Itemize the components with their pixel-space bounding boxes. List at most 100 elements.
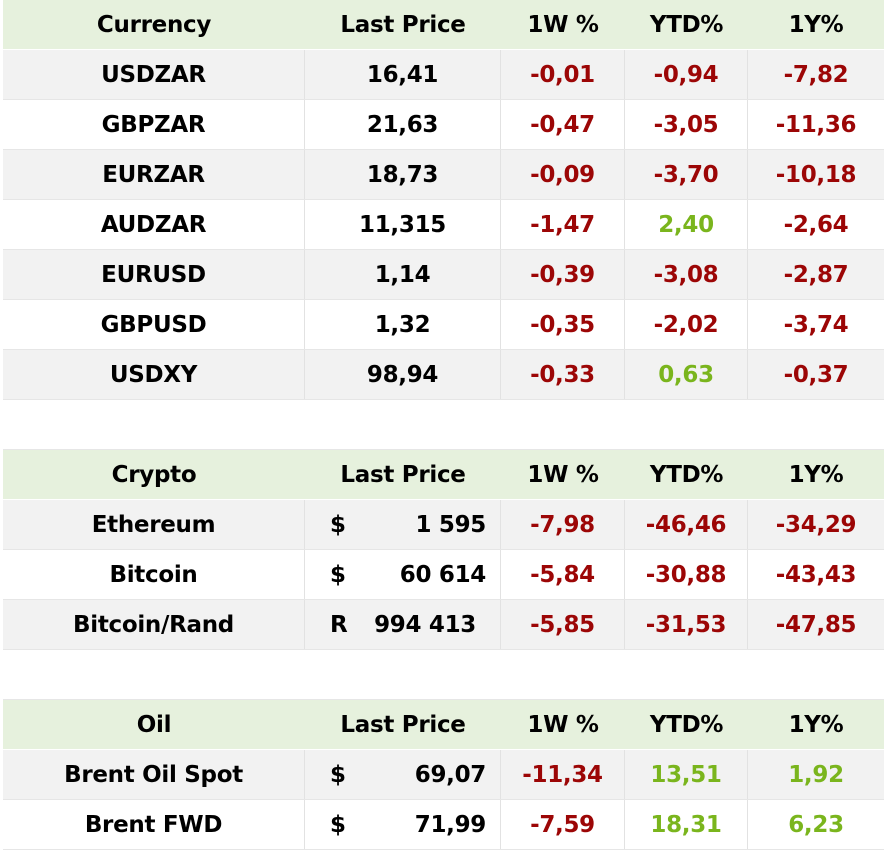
oil-col-1w: 1W % bbox=[527, 711, 599, 738]
crypto-col-ytd: YTD% bbox=[649, 461, 724, 488]
last-price: 1,14 bbox=[305, 250, 501, 299]
change-ytd: -2,02 bbox=[625, 300, 748, 349]
asset-name: Ethereum bbox=[3, 500, 305, 549]
change-ytd: -0,94 bbox=[625, 50, 748, 99]
table-row: USDXY 98,94 -0,33 0,63 -0,37 bbox=[3, 350, 884, 400]
change-1w: -11,34 bbox=[501, 750, 625, 799]
change-1w: -7,98 bbox=[501, 500, 625, 549]
change-ytd: -3,05 bbox=[625, 100, 748, 149]
change-1w: -7,59 bbox=[501, 800, 625, 849]
change-1y: -2,64 bbox=[783, 211, 849, 238]
change-1y: 1,92 bbox=[788, 761, 844, 788]
last-price: $ 71,99 bbox=[305, 800, 501, 849]
change-ytd: -46,46 bbox=[625, 500, 748, 549]
currency-col-last-price: Last Price bbox=[340, 11, 466, 38]
asset-name: Brent FWD bbox=[3, 800, 305, 849]
currency-symbol: $ bbox=[330, 511, 346, 538]
oil-col-ytd: YTD% bbox=[649, 711, 724, 738]
pair-name: EURZAR bbox=[3, 150, 305, 199]
crypto-col-1w: 1W % bbox=[527, 461, 599, 488]
change-1w: -0,39 bbox=[501, 250, 625, 299]
currency-col-1y: 1Y% bbox=[788, 11, 844, 38]
asset-name: Bitcoin/Rand bbox=[3, 600, 305, 649]
table-row: AUDZAR 11,315 -1,47 2,40 -2,64 bbox=[3, 200, 884, 250]
last-price: $ 60 614 bbox=[305, 550, 501, 599]
asset-name: Bitcoin bbox=[3, 550, 305, 599]
table-row: USDZAR 16,41 -0,01 -0,94 -7,82 bbox=[3, 50, 884, 100]
change-1w: -0,33 bbox=[501, 350, 625, 399]
crypto-col-1y: 1Y% bbox=[788, 461, 844, 488]
change-ytd: -31,53 bbox=[625, 600, 748, 649]
change-ytd: 18,31 bbox=[625, 800, 748, 849]
price-value: 69,07 bbox=[414, 761, 487, 788]
change-1y: -7,82 bbox=[783, 61, 849, 88]
currency-symbol: $ bbox=[330, 561, 346, 588]
change-1y: -43,43 bbox=[775, 561, 857, 588]
change-1w: -5,85 bbox=[501, 600, 625, 649]
crypto-col-last-price: Last Price bbox=[340, 461, 466, 488]
price-value: 71,99 bbox=[414, 811, 487, 838]
change-1y: -10,18 bbox=[775, 161, 857, 188]
last-price: R 994 413 bbox=[305, 600, 501, 649]
oil-col-1y: 1Y% bbox=[788, 711, 844, 738]
change-1w: -0,35 bbox=[501, 300, 625, 349]
change-1w: -0,09 bbox=[501, 150, 625, 199]
asset-name: Brent Oil Spot bbox=[3, 750, 305, 799]
change-1w: -1,47 bbox=[501, 200, 625, 249]
change-1y: -34,29 bbox=[775, 511, 857, 538]
pair-name: GBPUSD bbox=[3, 300, 305, 349]
last-price: 16,41 bbox=[305, 50, 501, 99]
change-ytd: -3,70 bbox=[625, 150, 748, 199]
pair-name: USDZAR bbox=[3, 50, 305, 99]
change-1y: -11,36 bbox=[775, 111, 857, 138]
table-row: GBPUSD 1,32 -0,35 -2,02 -3,74 bbox=[3, 300, 884, 350]
currency-header-row: Currency Last Price 1W % YTD% 1Y% bbox=[3, 0, 884, 49]
pair-name: EURUSD bbox=[3, 250, 305, 299]
currency-col-1w: 1W % bbox=[527, 11, 599, 38]
oil-col-last-price: Last Price bbox=[340, 711, 466, 738]
crypto-header-row: Crypto Last Price 1W % YTD% 1Y% bbox=[3, 450, 884, 499]
table-row: Bitcoin/Rand R 994 413 -5,85 -31,53 -47,… bbox=[3, 600, 884, 650]
pair-name: GBPZAR bbox=[3, 100, 305, 149]
change-1w: -0,01 bbox=[501, 50, 625, 99]
change-ytd: -3,08 bbox=[625, 250, 748, 299]
oil-header-row: Oil Last Price 1W % YTD% 1Y% bbox=[3, 700, 884, 749]
pair-name: USDXY bbox=[3, 350, 305, 399]
currency-symbol: $ bbox=[330, 811, 346, 838]
price-value: 60 614 bbox=[399, 561, 487, 588]
section-spacer bbox=[3, 650, 884, 700]
last-price: $ 1 595 bbox=[305, 500, 501, 549]
table-row: EURZAR 18,73 -0,09 -3,70 -10,18 bbox=[3, 150, 884, 200]
last-price: $ 69,07 bbox=[305, 750, 501, 799]
change-ytd: -30,88 bbox=[625, 550, 748, 599]
change-ytd: 13,51 bbox=[625, 750, 748, 799]
change-1w: -5,84 bbox=[501, 550, 625, 599]
change-ytd: 2,40 bbox=[625, 200, 748, 249]
currency-col-ytd: YTD% bbox=[649, 11, 724, 38]
change-ytd: 0,63 bbox=[625, 350, 748, 399]
last-price: 11,315 bbox=[305, 200, 501, 249]
crypto-col-name: Crypto bbox=[111, 461, 197, 488]
price-value: 994 413 bbox=[374, 611, 476, 638]
oil-col-name: Oil bbox=[136, 711, 172, 738]
last-price: 18,73 bbox=[305, 150, 501, 199]
table-row: Bitcoin $ 60 614 -5,84 -30,88 -43,43 bbox=[3, 550, 884, 600]
change-1y: -0,37 bbox=[783, 361, 849, 388]
currency-symbol: R bbox=[330, 611, 348, 638]
table-row: EURUSD 1,14 -0,39 -3,08 -2,87 bbox=[3, 250, 884, 300]
pair-name: AUDZAR bbox=[3, 200, 305, 249]
last-price: 98,94 bbox=[305, 350, 501, 399]
price-value: 1 595 bbox=[415, 511, 486, 538]
section-spacer bbox=[3, 400, 884, 450]
table-row: GBPZAR 21,63 -0,47 -3,05 -11,36 bbox=[3, 100, 884, 150]
last-price: 1,32 bbox=[305, 300, 501, 349]
currency-symbol: $ bbox=[330, 761, 346, 788]
currency-col-name: Currency bbox=[96, 11, 212, 38]
table-row: Brent Oil Spot $ 69,07 -11,34 13,51 1,92 bbox=[3, 750, 884, 800]
change-1y: -2,87 bbox=[783, 261, 849, 288]
change-1y: -3,74 bbox=[783, 311, 849, 338]
change-1y: -47,85 bbox=[775, 611, 857, 638]
change-1w: -0,47 bbox=[501, 100, 625, 149]
last-price: 21,63 bbox=[305, 100, 501, 149]
table-row: Ethereum $ 1 595 -7,98 -46,46 -34,29 bbox=[3, 500, 884, 550]
